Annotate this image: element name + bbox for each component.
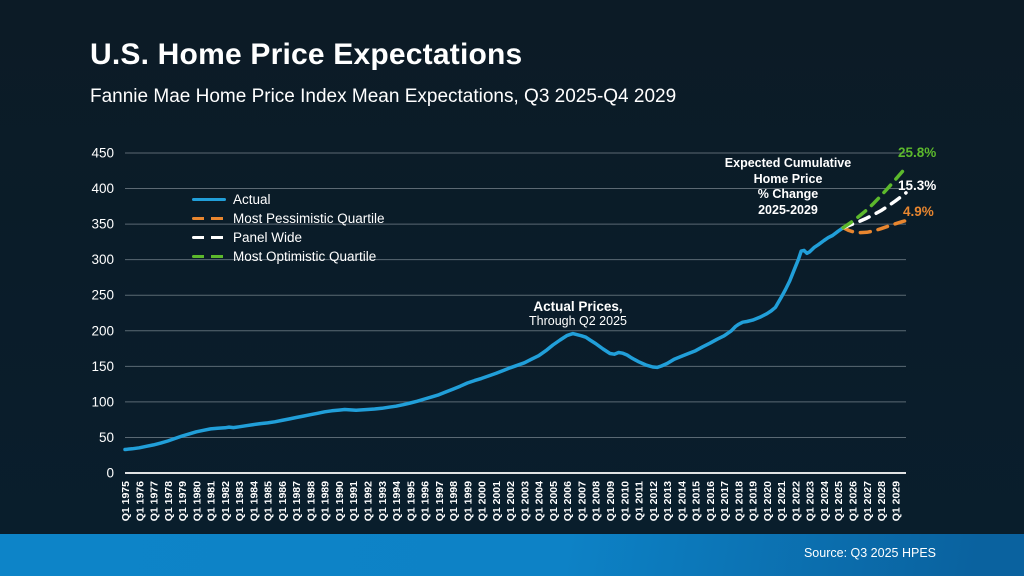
x-axis-tick-label: Q1 2023 [805,481,817,521]
legend-label: Most Optimistic Quartile [233,248,377,264]
series-line-panel [841,191,908,230]
series-line-actual [123,225,845,452]
x-axis-tick-label: Q1 2000 [477,481,489,521]
y-axis-tick-label: 100 [91,394,114,409]
expected-annotation-line: % Change [757,187,819,201]
chart-legend: Actual Most Pessimistic Quartile Panel Wid… [192,190,385,266]
x-axis-tick-label: Q1 2022 [790,481,802,521]
actual-prices-sublabel: Through Q2 2025 [529,314,627,328]
x-axis-tick-label: Q1 1996 [420,481,432,521]
x-axis-tick-label: Q1 1999 [462,481,474,521]
panel-wide-end-value-label: 15.3% [898,178,937,193]
x-axis-tick-label: Q1 2008 [591,481,603,521]
x-axis-tick-label: Q1 2003 [519,481,531,521]
x-axis-tick-label: Q1 1983 [234,481,246,521]
x-axis-tick-label: Q1 1979 [177,481,189,521]
page-title: U.S. Home Price Expectations [90,38,523,71]
optimistic-end-value-label: 25.8% [898,145,937,160]
x-axis-tick-label: Q1 1981 [206,481,218,521]
x-axis-tick-label: Q1 1975 [120,481,132,521]
legend-swatch-panel [192,235,226,240]
x-axis-tick-label: Q1 2018 [733,481,745,521]
x-axis-tick-label: Q1 1985 [263,481,275,521]
footer-bar: Source: Q3 2025 HPES [0,534,1024,576]
x-axis-tick-label: Q1 2009 [605,481,617,521]
legend-item-optimistic: Most Optimistic Quartile [192,247,385,266]
x-axis-tick-label: Q1 1992 [363,481,375,521]
x-axis-tick-label: Q1 1976 [134,481,146,521]
y-axis-tick-label: 300 [91,252,114,267]
x-axis-tick-label: Q1 2012 [648,481,660,521]
x-axis-tick-label: Q1 1989 [320,481,332,521]
x-axis-tick-label: Q1 2029 [890,481,902,521]
x-axis-tick-label: Q1 1990 [334,481,346,521]
y-axis-tick-label: 200 [91,323,114,338]
x-axis-tick-label: Q1 2013 [662,481,674,521]
x-axis-tick-label: Q1 1994 [391,481,403,521]
x-axis-tick-label: Q1 2021 [776,481,788,521]
expected-annotation-line: Home Price [753,171,823,186]
x-axis-tick-label: Q1 2017 [719,481,731,521]
y-axis-tick-label: 400 [91,181,114,196]
legend-label: Panel Wide [233,229,303,245]
x-axis-tick-label: Q1 1997 [434,481,446,521]
legend-label: Actual [233,191,271,207]
x-axis-tick-label: Q1 1991 [348,481,360,521]
x-axis-tick-label: Q1 2016 [705,481,717,521]
y-axis-tick-label: 150 [91,359,114,374]
legend-swatch-optimistic [192,254,226,259]
y-axis-tick-label: 0 [106,466,114,481]
x-axis-tick-label: Q1 1987 [291,481,303,521]
y-axis-tick-label: 50 [99,430,114,445]
x-axis-tick-label: Q1 1984 [248,481,260,521]
actual-prices-annotation: Actual Prices, Through Q2 2025 [495,299,661,329]
x-axis-tick-label: Q1 1988 [305,481,317,521]
y-axis-tick-label: 450 [91,146,114,161]
x-axis-tick-label: Q1 2024 [819,481,831,521]
x-axis-tick-label: Q1 2020 [762,481,774,521]
expected-annotation-line: 2025-2029 [758,202,818,217]
x-axis-tick-label: Q1 2026 [848,481,860,521]
x-axis-tick-label: Q1 1980 [191,481,203,521]
series-line-pessimistic [841,218,908,235]
x-axis-tick-label: Q1 2007 [576,481,588,521]
x-axis-tick-label: Q1 2002 [505,481,517,521]
x-axis-tick-label: Q1 2027 [862,481,874,521]
legend-item-actual: Actual [192,190,385,209]
pessimistic-end-value-label: 4.9% [903,204,934,219]
x-axis-tick-label: Q1 1982 [220,481,232,521]
x-axis-tick-label: Q1 2004 [534,481,546,521]
expected-annotation-line: Expected Cumulative [724,156,852,170]
legend-label: Most Pessimistic Quartile [233,210,385,226]
x-axis-tick-label: Q1 1986 [277,481,289,521]
page-subtitle: Fannie Mae Home Price Index Mean Expecta… [90,86,677,107]
x-axis-tick-label: Q1 2028 [876,481,888,521]
x-axis-tick-label: Q1 2001 [491,481,503,521]
x-axis-tick-label: Q1 2019 [748,481,760,521]
x-axis-tick-label: Q1 2025 [833,481,845,521]
x-axis-tick-label: Q1 2011 [634,481,646,521]
x-axis-tick-label: Q1 1995 [405,481,417,521]
source-text: Source: Q3 2025 HPES [803,546,936,560]
legend-swatch-pessimistic [192,216,226,221]
actual-prices-label: Actual Prices, [533,299,623,314]
legend-swatch-actual [192,197,226,202]
x-axis-tick-label: Q1 2014 [676,481,688,521]
x-axis-tick-label: Q1 2010 [619,481,631,521]
x-axis-tick-label: Q1 2006 [562,481,574,521]
series-line-optimistic [841,165,908,230]
expected-cumulative-annotation: Expected Cumulative Home Price % Change … [690,156,886,218]
legend-item-pessimistic: Most Pessimistic Quartile [192,209,385,228]
x-axis-tick-label: Q1 1977 [149,481,161,521]
x-axis-tick-label: Q1 1978 [163,481,175,521]
x-axis-tick-label: Q1 1998 [448,481,460,521]
x-axis-tick-label: Q1 2005 [548,481,560,521]
x-axis-tick-label: Q1 2015 [691,481,703,521]
x-axis-tick-label: Q1 1993 [377,481,389,521]
y-axis-tick-label: 250 [91,288,114,303]
y-axis-tick-label: 350 [91,217,114,232]
legend-item-panel: Panel Wide [192,228,385,247]
